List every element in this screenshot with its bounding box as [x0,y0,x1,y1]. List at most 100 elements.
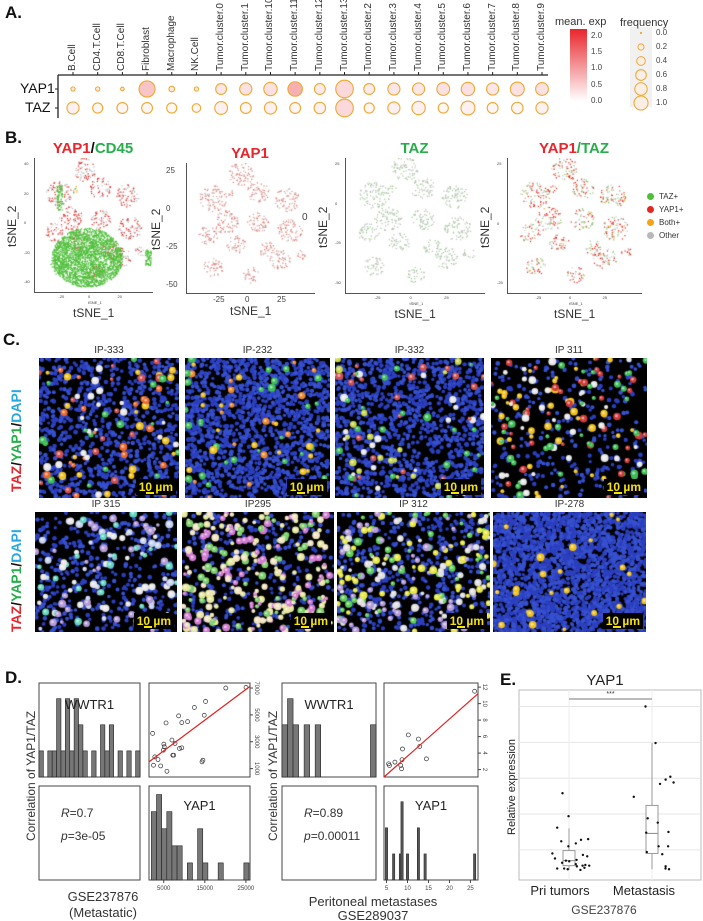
tsne-annotation: 0 [302,212,308,224]
box [645,804,659,854]
hist-bar [303,724,310,778]
hist-bar [151,811,157,881]
tsne-ytick: 0 [497,220,500,226]
scatter-ytick: 8 [481,718,487,722]
hist-bar [473,853,477,881]
tsne-ytick: 25 [497,161,502,166]
data-point [657,845,660,848]
hist-bar [176,845,183,881]
data-point [672,781,675,784]
scatter-point [151,762,156,768]
frequency-legend-dot [636,56,646,66]
scatter-point [163,720,169,726]
tsne-xtick: 20 [117,294,122,299]
legend-item-yap1-pos: YAP1+ [647,205,684,214]
data-point [579,868,582,872]
tsne-title-1: YAP1/CD45 [53,140,133,157]
frequency-tick: 0.0 [656,28,668,37]
dot-yap1-tumor-cluster-6 [460,81,476,97]
tsne-ytick: 25 [166,166,175,175]
scale-bar [613,492,622,494]
group-label-pri: Pri tumors [530,883,590,898]
tsne-title-part: YAP1 [538,140,577,157]
hist-bar [69,750,75,778]
correlation-ylabel: Correlation of YAP1/TAZ [266,710,280,841]
tsne-xtick: 25 [277,295,286,304]
hist-bar [202,862,209,881]
hist-bar [406,853,409,881]
legend-item-both-pos: Both+ [647,218,680,227]
fluorescence-image [185,358,330,498]
hist-bar [126,750,132,778]
scale-bar [143,626,152,628]
dot-taz-tumor-cluster-7 [486,102,499,114]
hist-bar [171,845,178,881]
scatter-point [176,713,181,719]
tsne-xlabel: tSNE_1 [394,307,436,321]
tsne-plot-1 [34,158,153,293]
mean-exp-tick: 2.0 [591,30,603,40]
hist-xtick: 5000 [157,886,171,892]
scatter-point [171,752,177,758]
legend-item-other: Other [647,231,679,240]
box [562,850,576,867]
row-label-yap1: YAP1 [20,80,55,96]
significance-stars: *** [606,691,614,698]
dot-yap1-cd8-t-cell [120,86,125,92]
hist-bar [417,827,420,881]
dot-taz-nk-cell [191,103,202,113]
fluorescence-image [491,358,647,498]
scale-bar-label: 10 µm [446,613,487,629]
boxplot-ylabel: Relative expression [506,739,518,835]
hist-bar [108,724,114,778]
microscopy-image-ip-232: 10 µm [185,358,330,498]
scatter-point [161,744,167,750]
legend-label: Other [659,231,680,240]
image-title: IP295 [244,499,272,510]
channel-label-1: TAZ/YAP1/DAPI [8,389,24,492]
scatter-ytick: 6 [481,735,487,739]
dot-yap1-tumor-cluster-2 [363,83,376,95]
hist-bar [400,801,404,881]
boxplot-xlabel: GSE237876 [571,903,637,917]
mean-exp-tick: 0.5 [591,79,603,89]
scatter-point [179,745,185,751]
data-point [568,860,571,863]
tsne-ytick: -25 [497,280,503,285]
r-number: =0.89 [312,806,344,820]
hist-yap1-box [383,785,479,881]
scatter-point [387,763,392,768]
data-point [584,863,587,867]
dot-yap1-tumor-cluster-3 [387,82,401,96]
tsne-plot-4 [507,158,642,294]
scale-bar-label: 10 µm [133,613,174,629]
dot-taz-tumor-cluster-12 [313,101,327,115]
tsne-title-part: CD45 [94,140,134,157]
scatter-point [155,757,161,762]
data-point [555,867,559,870]
data-point [574,863,577,866]
data-point [632,795,635,799]
data-point [562,867,566,870]
data-point [588,864,591,867]
scale-bar [145,492,154,494]
hist-bar [423,853,427,881]
fluorescence-image [493,512,646,632]
scatter-point [150,731,155,736]
image-title: IP-278 [554,499,585,510]
hist-bar [187,862,193,881]
dot-taz-tumor-cluster-6 [460,100,476,116]
image-title: IP-333 [94,345,124,356]
channel-label-part: / [8,422,24,427]
data-point [666,845,670,848]
scatter-ytick: 2 [481,768,487,772]
frequency-legend-title: frequency [620,17,669,29]
microscopy-image-ip-312: 10 µm [337,512,490,632]
hist-bar [385,827,388,881]
tsne-ytick: -20 [24,249,30,255]
frequency-tick: 0.6 [656,70,668,79]
frequency-tick: 0.8 [656,84,668,93]
data-point [551,852,554,855]
p-value: p=3e-05 [61,829,105,843]
hist-bar [82,750,88,778]
